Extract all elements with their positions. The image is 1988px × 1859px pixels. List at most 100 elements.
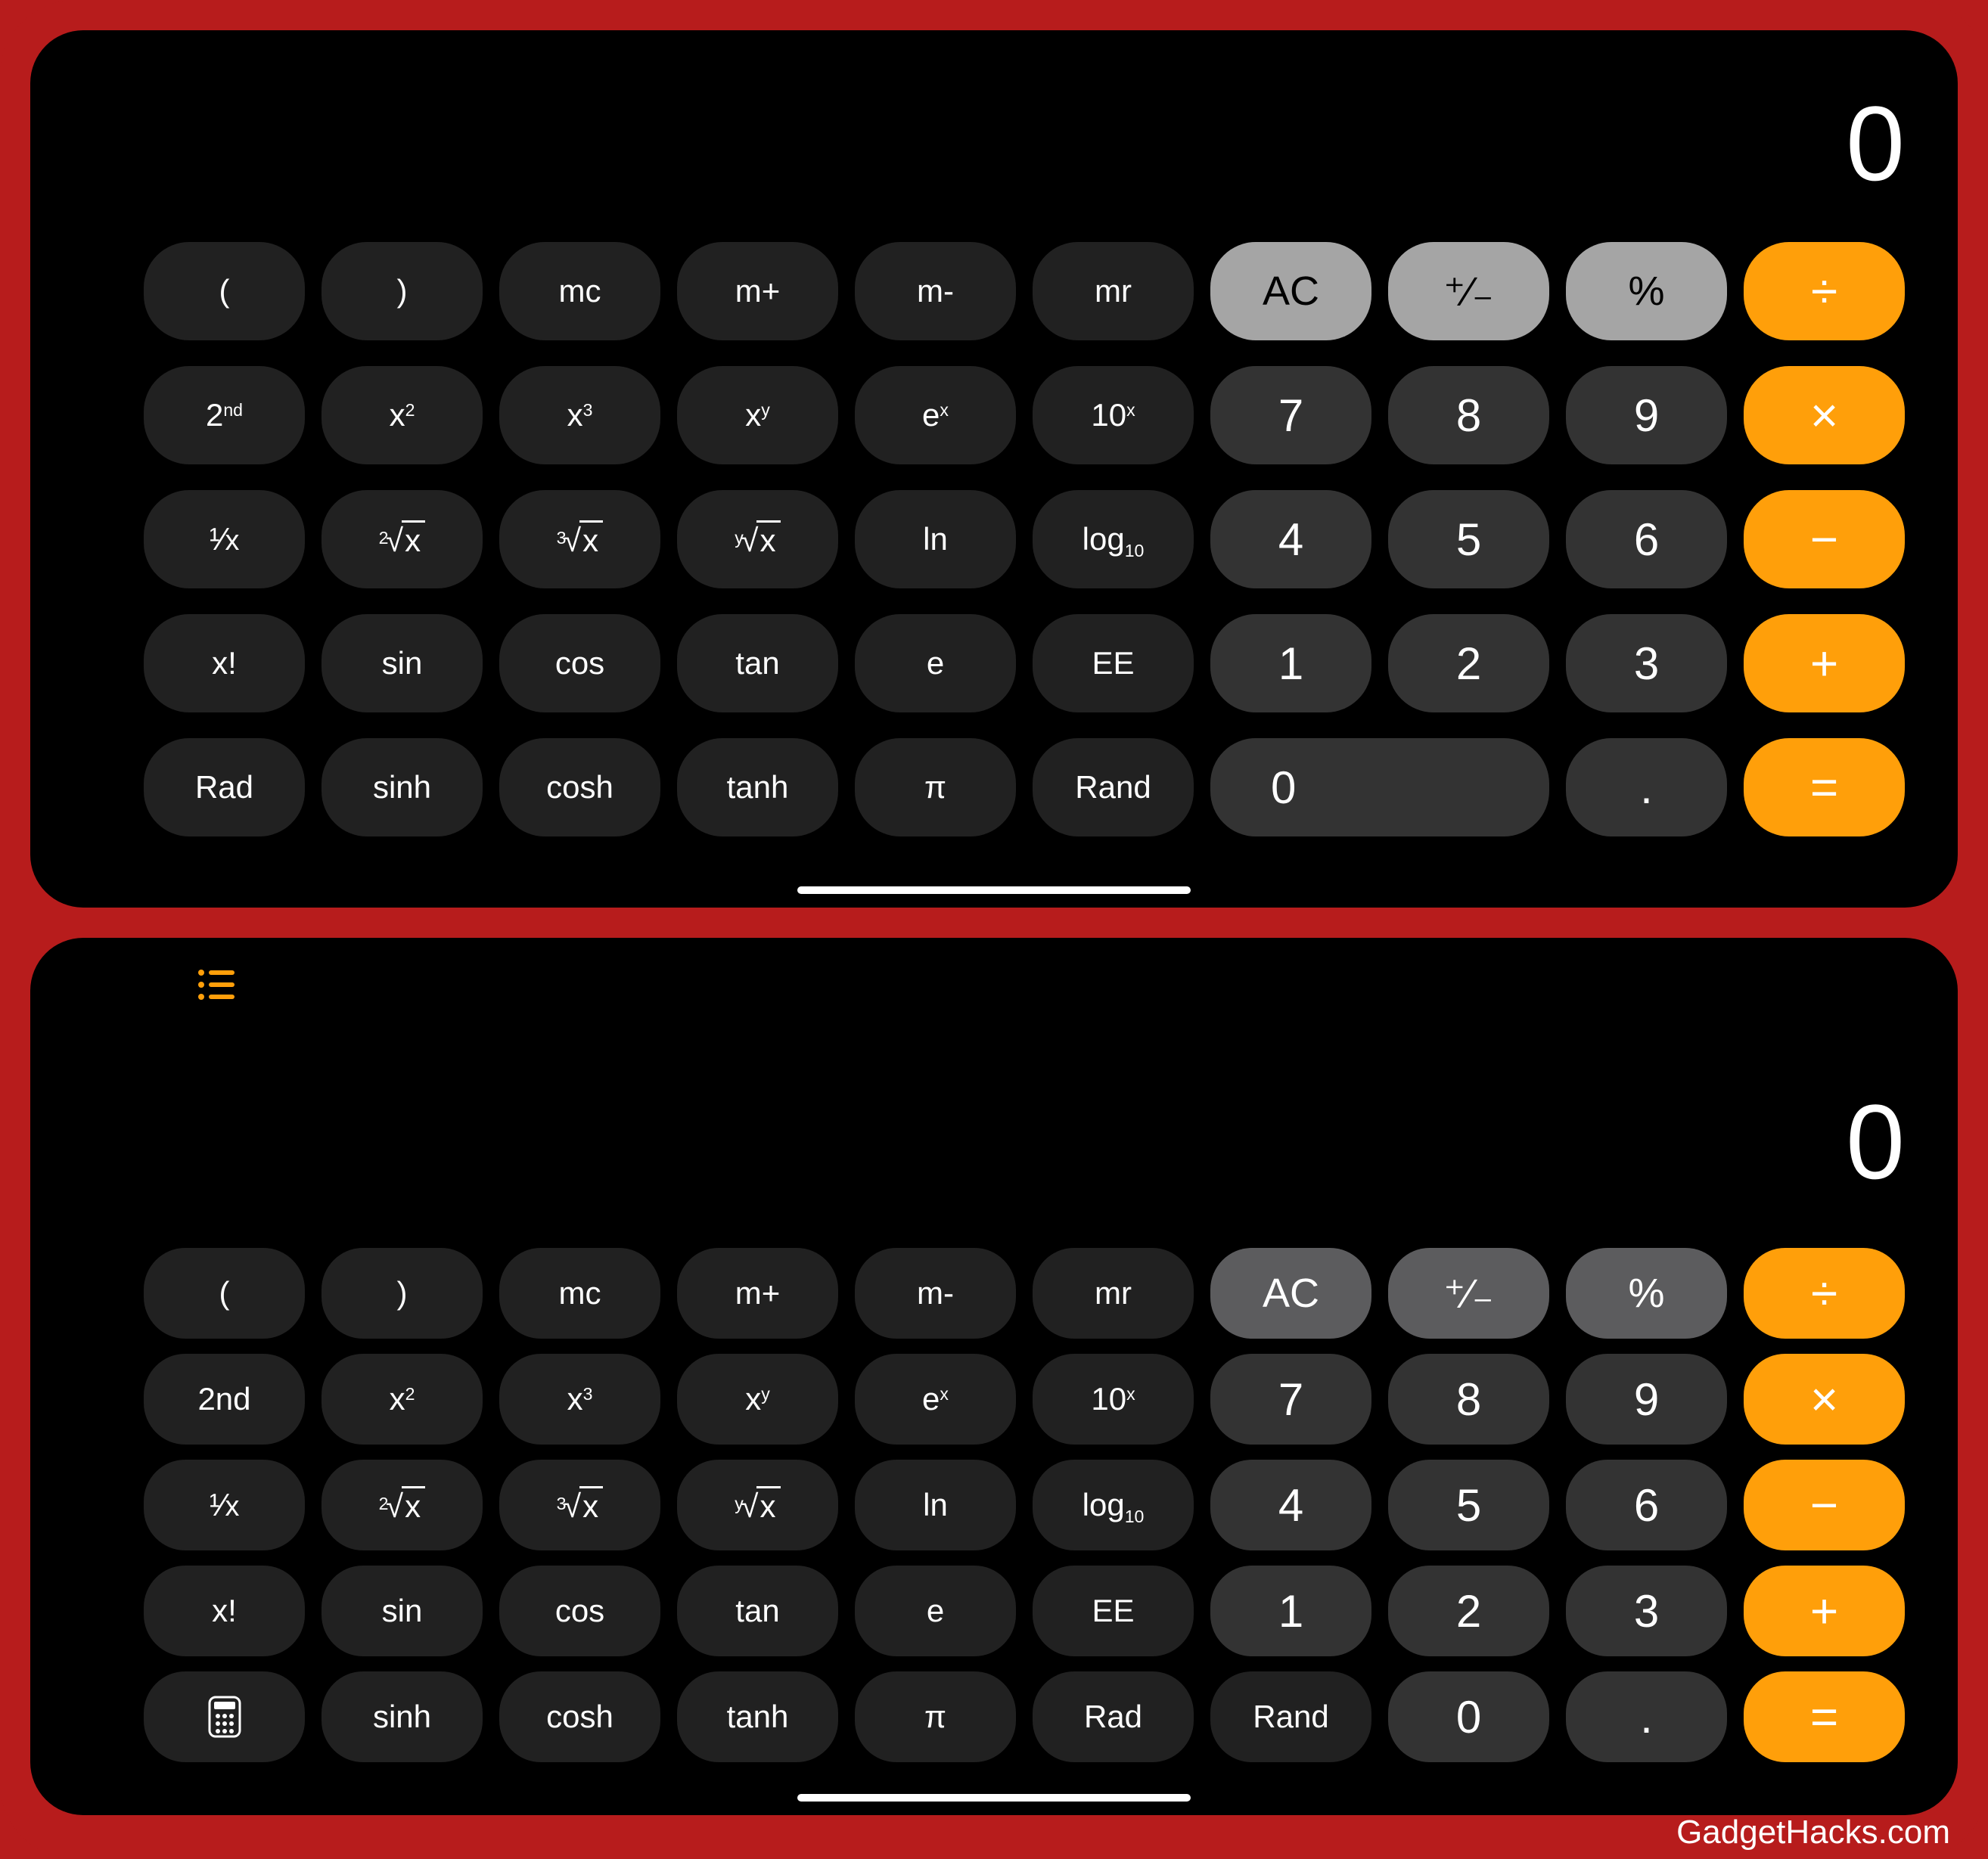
top-btn-mr[interactable]: mr: [1033, 242, 1194, 340]
bot-btn-mr[interactable]: mr: [1033, 1248, 1194, 1339]
bot-btn-xy[interactable]: xy: [677, 1354, 838, 1445]
top-btn-cos[interactable]: cos: [499, 614, 660, 712]
bot-btn-recip[interactable]: ¹∕x: [144, 1460, 305, 1550]
bot-btn-log10[interactable]: log10: [1033, 1460, 1194, 1550]
top-btn-cosh[interactable]: cosh: [499, 738, 660, 836]
top-btn-d8[interactable]: 8: [1388, 366, 1549, 464]
top-btn-d9[interactable]: 9: [1566, 366, 1727, 464]
top-btn-d4[interactable]: 4: [1210, 490, 1371, 588]
bot-btn-x3[interactable]: x3: [499, 1354, 660, 1445]
bot-btn-d3[interactable]: 3: [1566, 1566, 1727, 1656]
top-btn-plusminus[interactable]: ⁺∕₋: [1388, 242, 1549, 340]
bot-btn-tenx[interactable]: 10x: [1033, 1354, 1194, 1445]
top-btn-second[interactable]: 2nd: [144, 366, 305, 464]
bot-btn-equals[interactable]: =: [1744, 1671, 1905, 1762]
top-btn-d0[interactable]: 0: [1210, 738, 1549, 836]
top-btn-minus[interactable]: −: [1744, 490, 1905, 588]
bot-btn-multiply[interactable]: ×: [1744, 1354, 1905, 1445]
bot-btn-e[interactable]: e: [855, 1566, 1016, 1656]
top-btn-lparen[interactable]: (: [144, 242, 305, 340]
bot-btn-d8[interactable]: 8: [1388, 1354, 1549, 1445]
bot-btn-pi[interactable]: π: [855, 1671, 1016, 1762]
home-indicator[interactable]: [797, 1794, 1191, 1802]
bot-btn-ee[interactable]: EE: [1033, 1566, 1194, 1656]
bot-btn-ex[interactable]: ex: [855, 1354, 1016, 1445]
bot-btn-sinh[interactable]: sinh: [321, 1671, 483, 1762]
top-btn-multiply[interactable]: ×: [1744, 366, 1905, 464]
bot-btn-ac[interactable]: AC: [1210, 1248, 1371, 1339]
top-btn-x3[interactable]: x3: [499, 366, 660, 464]
top-btn-recip[interactable]: ¹∕x: [144, 490, 305, 588]
top-btn-d7[interactable]: 7: [1210, 366, 1371, 464]
bot-btn-dot[interactable]: .: [1566, 1671, 1727, 1762]
bot-btn-rparen[interactable]: ): [321, 1248, 483, 1339]
bot-btn-rad[interactable]: Rad: [1033, 1671, 1194, 1762]
top-btn-tenx[interactable]: 10x: [1033, 366, 1194, 464]
bot-btn-sin[interactable]: sin: [321, 1566, 483, 1656]
top-btn-x2[interactable]: x2: [321, 366, 483, 464]
top-btn-ac[interactable]: AC: [1210, 242, 1371, 340]
top-btn-tan[interactable]: tan: [677, 614, 838, 712]
bot-btn-mplus[interactable]: m+: [677, 1248, 838, 1339]
top-btn-e[interactable]: e: [855, 614, 1016, 712]
bot-btn-mminus[interactable]: m-: [855, 1248, 1016, 1339]
bot-btn-cosh[interactable]: cosh: [499, 1671, 660, 1762]
top-btn-xy[interactable]: xy: [677, 366, 838, 464]
bot-btn-fact[interactable]: x!: [144, 1566, 305, 1656]
top-btn-mc[interactable]: mc: [499, 242, 660, 340]
top-btn-d2[interactable]: 2: [1388, 614, 1549, 712]
top-btn-yroot[interactable]: y√x: [677, 490, 838, 588]
top-btn-ln[interactable]: ln: [855, 490, 1016, 588]
bot-btn-d4[interactable]: 4: [1210, 1460, 1371, 1550]
top-btn-rparen[interactable]: ): [321, 242, 483, 340]
home-indicator[interactable]: [797, 886, 1191, 894]
top-btn-sin[interactable]: sin: [321, 614, 483, 712]
bot-btn-d6[interactable]: 6: [1566, 1460, 1727, 1550]
top-btn-log10[interactable]: log10: [1033, 490, 1194, 588]
bot-btn-d5[interactable]: 5: [1388, 1460, 1549, 1550]
bot-btn-second[interactable]: 2nd: [144, 1354, 305, 1445]
bot-btn-minus[interactable]: −: [1744, 1460, 1905, 1550]
bot-btn-plus[interactable]: +: [1744, 1566, 1905, 1656]
history-icon[interactable]: [197, 968, 236, 1008]
top-btn-rad[interactable]: Rad: [144, 738, 305, 836]
top-btn-d3[interactable]: 3: [1566, 614, 1727, 712]
bot-btn-rand[interactable]: Rand: [1210, 1671, 1371, 1762]
top-btn-pi[interactable]: π: [855, 738, 1016, 836]
top-btn-tanh[interactable]: tanh: [677, 738, 838, 836]
bot-btn-d7[interactable]: 7: [1210, 1354, 1371, 1445]
top-btn-divide[interactable]: ÷: [1744, 242, 1905, 340]
top-btn-dot[interactable]: .: [1566, 738, 1727, 836]
bot-btn-plusminus[interactable]: ⁺∕₋: [1388, 1248, 1549, 1339]
bot-btn-tan[interactable]: tan: [677, 1566, 838, 1656]
top-btn-cbrt[interactable]: 3√x: [499, 490, 660, 588]
top-btn-sqrt[interactable]: 2√x: [321, 490, 483, 588]
bot-btn-x2[interactable]: x2: [321, 1354, 483, 1445]
bot-btn-d9[interactable]: 9: [1566, 1354, 1727, 1445]
top-btn-ee[interactable]: EE: [1033, 614, 1194, 712]
top-btn-equals[interactable]: =: [1744, 738, 1905, 836]
bot-btn-sqrt[interactable]: 2√x: [321, 1460, 483, 1550]
bot-btn-mc[interactable]: mc: [499, 1248, 660, 1339]
bot-calculator-icon[interactable]: [144, 1671, 305, 1762]
bot-btn-percent[interactable]: %: [1566, 1248, 1727, 1339]
bot-btn-d0[interactable]: 0: [1388, 1671, 1549, 1762]
top-btn-d1[interactable]: 1: [1210, 614, 1371, 712]
bot-btn-d1[interactable]: 1: [1210, 1566, 1371, 1656]
top-btn-d6[interactable]: 6: [1566, 490, 1727, 588]
top-btn-rand[interactable]: Rand: [1033, 738, 1194, 836]
bot-btn-ln[interactable]: ln: [855, 1460, 1016, 1550]
top-btn-percent[interactable]: %: [1566, 242, 1727, 340]
top-btn-plus[interactable]: +: [1744, 614, 1905, 712]
top-btn-ex[interactable]: ex: [855, 366, 1016, 464]
bot-btn-cos[interactable]: cos: [499, 1566, 660, 1656]
top-btn-mminus[interactable]: m-: [855, 242, 1016, 340]
bot-btn-cbrt[interactable]: 3√x: [499, 1460, 660, 1550]
bot-btn-yroot[interactable]: y√x: [677, 1460, 838, 1550]
bot-btn-lparen[interactable]: (: [144, 1248, 305, 1339]
top-btn-d5[interactable]: 5: [1388, 490, 1549, 588]
top-btn-mplus[interactable]: m+: [677, 242, 838, 340]
bot-btn-divide[interactable]: ÷: [1744, 1248, 1905, 1339]
bot-btn-d2[interactable]: 2: [1388, 1566, 1549, 1656]
bot-btn-tanh[interactable]: tanh: [677, 1671, 838, 1762]
